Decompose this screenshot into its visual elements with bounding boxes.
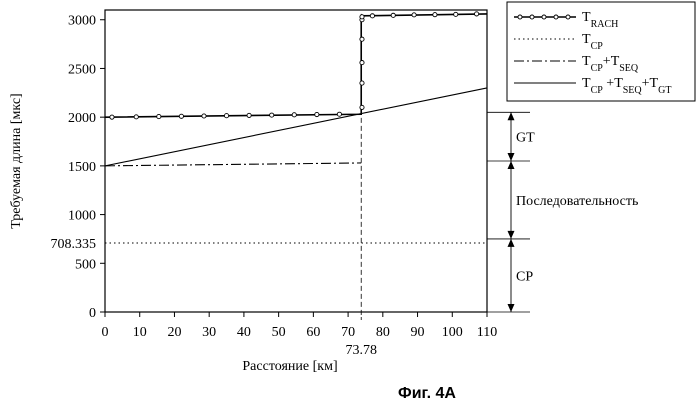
data-point: [134, 115, 138, 119]
y-tick-label: 1500: [68, 160, 96, 175]
data-point: [433, 13, 437, 17]
data-point: [337, 112, 341, 116]
legend-marker: [566, 15, 570, 19]
x-tick-label: 100: [442, 325, 463, 340]
cp-level-label: 708.335: [51, 237, 97, 252]
data-point: [474, 12, 478, 16]
data-point: [454, 12, 458, 16]
annotation-label: GT: [516, 131, 535, 146]
data-point: [157, 114, 161, 118]
data-point: [247, 113, 251, 117]
figure-caption: Фиг. 4А: [398, 385, 456, 402]
data-point: [360, 81, 364, 85]
data-point: [360, 37, 364, 41]
legend-marker: [518, 15, 522, 19]
distance-marker-label: 73.78: [345, 343, 377, 358]
series-line-2: [105, 163, 361, 166]
arrow-head: [508, 112, 515, 120]
x-tick-label: 20: [167, 325, 181, 340]
plot-frame: [105, 10, 487, 312]
x-tick-label: 0: [102, 325, 109, 340]
arrow-head: [508, 161, 515, 169]
y-axis: 0 500 1000 1500 2000 2500 3000 708.335: [51, 14, 106, 321]
data-point: [360, 15, 364, 19]
y-tick-label: 2500: [68, 62, 96, 77]
legend-marker: [554, 15, 558, 19]
y-tick-label: 1000: [68, 209, 96, 224]
arrow-head: [508, 239, 515, 247]
annotation-label: Последовательность: [516, 194, 638, 209]
y-tick-label: 3000: [68, 14, 96, 29]
data-point: [370, 14, 374, 18]
x-tick-label: 50: [272, 325, 286, 340]
data-point: [270, 113, 274, 117]
series-layer: [105, 12, 487, 243]
series-line-3: [105, 88, 487, 166]
x-tick-label: 70: [341, 325, 355, 340]
x-tick-label: 40: [237, 325, 251, 340]
x-tick-label: 10: [133, 325, 147, 340]
y-axis-label: Требуемая длина [мкс]: [9, 93, 24, 228]
chart-figure: 0 10 20 30 40 50 60 70 80 90 100 110 73.78 0 500 1000 1…: [0, 0, 699, 403]
arrow-head: [508, 153, 515, 161]
series-line-0: [105, 14, 487, 117]
x-tick-label: 90: [411, 325, 425, 340]
legend-marker: [530, 15, 534, 19]
legend-marker: [542, 15, 546, 19]
data-point: [292, 113, 296, 117]
x-tick-label: 30: [202, 325, 216, 340]
x-tick-label: 80: [376, 325, 390, 340]
data-point: [224, 114, 228, 118]
x-tick-label: 60: [306, 325, 320, 340]
data-point: [360, 105, 364, 109]
y-tick-label: 500: [75, 257, 96, 272]
annotations: GT Последовательность CP: [487, 112, 638, 312]
guide-lines: [105, 14, 487, 312]
y-tick-label: 2000: [68, 111, 96, 126]
data-point: [315, 112, 319, 116]
data-point: [360, 61, 364, 65]
data-point: [412, 13, 416, 17]
data-point: [391, 13, 395, 17]
y-tick-label: 0: [89, 306, 96, 321]
data-point: [110, 115, 114, 119]
annotation-label: CP: [516, 269, 533, 284]
x-axis-label: Расстояние [км]: [242, 359, 337, 374]
data-point: [202, 114, 206, 118]
x-axis: 0 10 20 30 40 50 60 70 80 90 100 110 73.78: [102, 312, 498, 358]
data-point: [179, 114, 183, 118]
arrow-head: [508, 231, 515, 239]
x-tick-label: 110: [477, 325, 497, 340]
arrow-head: [508, 304, 515, 312]
